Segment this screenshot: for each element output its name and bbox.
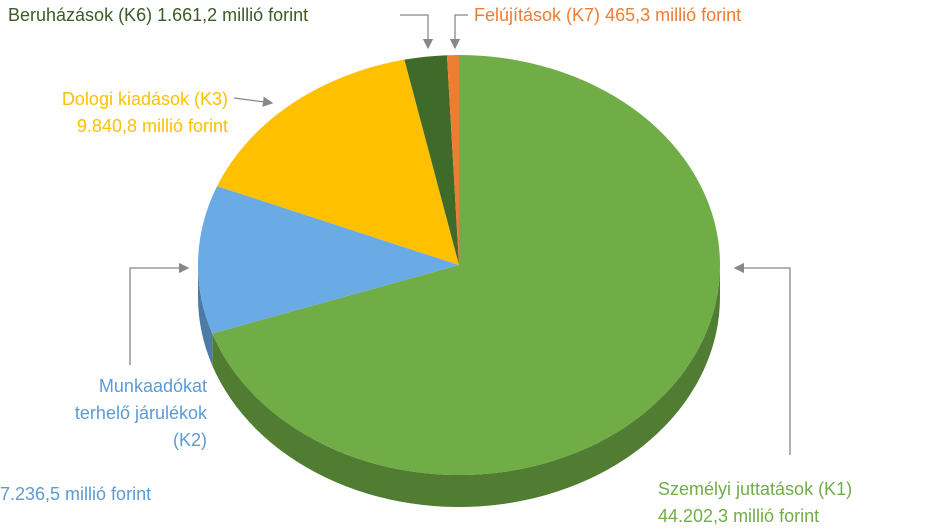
connector: [129, 262, 190, 365]
category-label: Beruházások (K6): [8, 5, 153, 25]
slice: [212, 55, 720, 475]
slice: [404, 55, 459, 265]
slice: [446, 55, 459, 265]
pie: [197, 55, 720, 507]
label: Dologi kiadások (K3) 9.840,8 millió forin…: [62, 86, 228, 140]
slice: [197, 186, 459, 334]
value-label: 7.236,5 millió forint: [0, 484, 152, 504]
category-label: Személyi juttatások (K1): [658, 479, 853, 499]
category-label: Munkaadókat terhelő járulékok (K2): [74, 376, 207, 450]
value-label: 44.202,3 millió forint: [658, 506, 820, 526]
label: Személyi juttatások (K1) 44.202,3 millió …: [658, 476, 852, 530]
connector: [400, 14, 434, 50]
value-label: 1.661,2 millió forint: [157, 5, 309, 25]
category-label: Felújítások (K7): [474, 5, 601, 25]
connector: [449, 14, 468, 50]
connector: [233, 96, 274, 107]
slice-side: [198, 265, 213, 366]
category-label: Dologi kiadások (K3): [61, 89, 228, 109]
label: Felújítások (K7) 465,3 millió forint: [474, 2, 741, 29]
slice: [217, 59, 459, 265]
value-label: 465,3 millió forint: [605, 5, 742, 25]
label: Munkaadókat terhelő járulékok (K2): [65, 373, 207, 454]
value-label: 9.840,8 millió forint: [76, 116, 228, 136]
label: Beruházások (K6) 1.661,2 millió forint: [8, 2, 308, 29]
label: 7.236,5 millió forint: [0, 481, 151, 508]
connectors: [129, 14, 791, 455]
connector: [733, 262, 791, 455]
slice-side: [212, 265, 720, 507]
